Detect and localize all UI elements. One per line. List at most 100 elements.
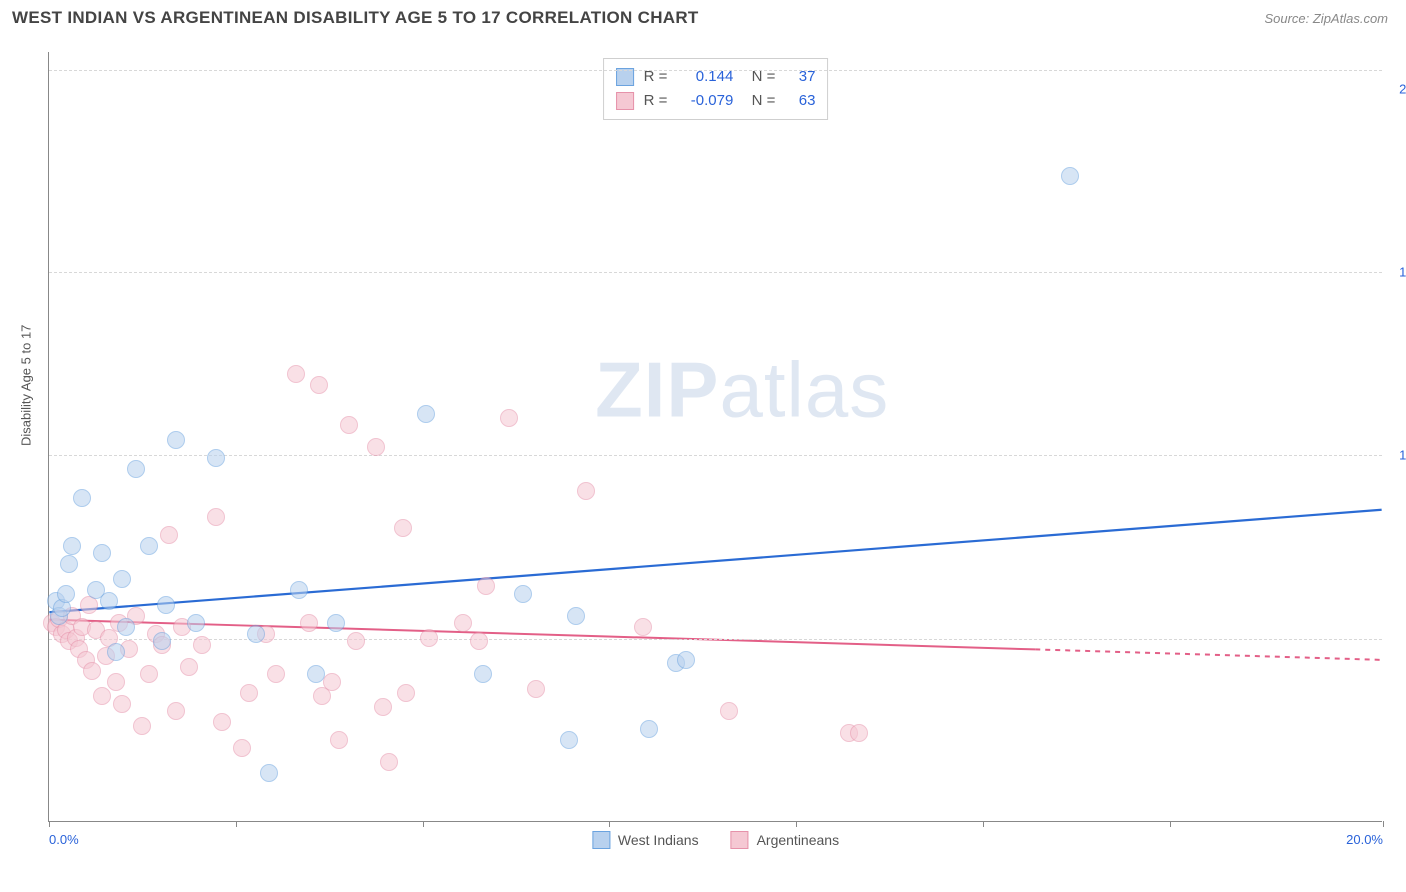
- scatter-point: [167, 431, 185, 449]
- x-tick-mark: [983, 821, 984, 827]
- scatter-point: [307, 665, 325, 683]
- source-attribution: Source: ZipAtlas.com: [1264, 11, 1388, 26]
- scatter-point: [267, 665, 285, 683]
- scatter-point: [133, 717, 151, 735]
- watermark-light: atlas: [719, 346, 889, 434]
- trend-line: [1035, 649, 1381, 659]
- scatter-point: [527, 680, 545, 698]
- scatter-point: [57, 585, 75, 603]
- scatter-point: [107, 643, 125, 661]
- scatter-point: [474, 665, 492, 683]
- scatter-point: [720, 702, 738, 720]
- scatter-point: [100, 592, 118, 610]
- scatter-point: [634, 618, 652, 636]
- scatter-point: [1061, 167, 1079, 185]
- scatter-point: [140, 537, 158, 555]
- scatter-point: [640, 720, 658, 738]
- scatter-point: [117, 618, 135, 636]
- legend-stats-row: R =0.144 N =37: [616, 65, 816, 89]
- legend-r-label: R =: [644, 89, 668, 113]
- scatter-chart: ZIPatlas R =0.144 N =37R =-0.079 N =63 W…: [48, 52, 1382, 822]
- y-tick-label: 10.0%: [1388, 448, 1406, 463]
- scatter-point: [380, 753, 398, 771]
- scatter-point: [93, 544, 111, 562]
- scatter-point: [397, 684, 415, 702]
- scatter-point: [63, 537, 81, 555]
- x-tick-label: 0.0%: [49, 832, 79, 847]
- scatter-point: [247, 625, 265, 643]
- scatter-point: [213, 713, 231, 731]
- legend-r-value: 0.144: [677, 65, 733, 89]
- legend-r-label: R =: [644, 65, 668, 89]
- scatter-point: [140, 665, 158, 683]
- bottom-legend-item: West Indians: [592, 831, 699, 849]
- scatter-point: [157, 596, 175, 614]
- watermark-logo: ZIPatlas: [595, 345, 889, 436]
- scatter-point: [850, 724, 868, 742]
- legend-n-value: 63: [785, 89, 815, 113]
- gridline: [49, 272, 1382, 273]
- scatter-point: [73, 489, 91, 507]
- legend-swatch: [731, 831, 749, 849]
- trend-line: [49, 510, 1381, 613]
- scatter-point: [113, 695, 131, 713]
- scatter-point: [160, 526, 178, 544]
- legend-r-value: -0.079: [677, 89, 733, 113]
- legend-swatch: [592, 831, 610, 849]
- bottom-legend-item: Argentineans: [731, 831, 840, 849]
- gridline: [49, 70, 1382, 71]
- scatter-point: [323, 673, 341, 691]
- legend-swatch: [616, 92, 634, 110]
- scatter-point: [153, 632, 171, 650]
- x-tick-mark: [609, 821, 610, 827]
- scatter-point: [207, 508, 225, 526]
- scatter-point: [394, 519, 412, 537]
- scatter-point: [290, 581, 308, 599]
- scatter-point: [374, 698, 392, 716]
- scatter-point: [187, 614, 205, 632]
- scatter-point: [454, 614, 472, 632]
- scatter-point: [577, 482, 595, 500]
- scatter-point: [180, 658, 198, 676]
- x-tick-mark: [236, 821, 237, 827]
- y-axis-label: Disability Age 5 to 17: [19, 325, 34, 446]
- scatter-point: [260, 764, 278, 782]
- scatter-point: [417, 405, 435, 423]
- x-tick-mark: [796, 821, 797, 827]
- scatter-point: [420, 629, 438, 647]
- scatter-point: [287, 365, 305, 383]
- chart-title: WEST INDIAN VS ARGENTINEAN DISABILITY AG…: [12, 8, 699, 28]
- scatter-point: [677, 651, 695, 669]
- scatter-point: [300, 614, 318, 632]
- scatter-point: [127, 460, 145, 478]
- scatter-point: [340, 416, 358, 434]
- scatter-point: [500, 409, 518, 427]
- scatter-point: [83, 662, 101, 680]
- scatter-point: [514, 585, 532, 603]
- scatter-point: [347, 632, 365, 650]
- x-tick-mark: [423, 821, 424, 827]
- legend-n-label: N =: [743, 89, 775, 113]
- scatter-point: [193, 636, 211, 654]
- scatter-point: [560, 731, 578, 749]
- legend-stats-box: R =0.144 N =37R =-0.079 N =63: [603, 58, 829, 120]
- scatter-point: [60, 555, 78, 573]
- scatter-point: [240, 684, 258, 702]
- scatter-point: [327, 614, 345, 632]
- scatter-point: [233, 739, 251, 757]
- scatter-point: [367, 438, 385, 456]
- watermark-bold: ZIP: [595, 346, 719, 434]
- x-tick-mark: [1383, 821, 1384, 827]
- y-tick-label: 20.0%: [1388, 81, 1406, 96]
- scatter-point: [107, 673, 125, 691]
- x-tick-mark: [49, 821, 50, 827]
- scatter-point: [93, 687, 111, 705]
- scatter-point: [113, 570, 131, 588]
- scatter-point: [567, 607, 585, 625]
- y-tick-label: 15.0%: [1388, 265, 1406, 280]
- legend-n-label: N =: [743, 65, 775, 89]
- scatter-point: [167, 702, 185, 720]
- legend-series-name: West Indians: [618, 832, 699, 848]
- scatter-point: [207, 449, 225, 467]
- bottom-legend: West Indians Argentineans: [592, 831, 839, 849]
